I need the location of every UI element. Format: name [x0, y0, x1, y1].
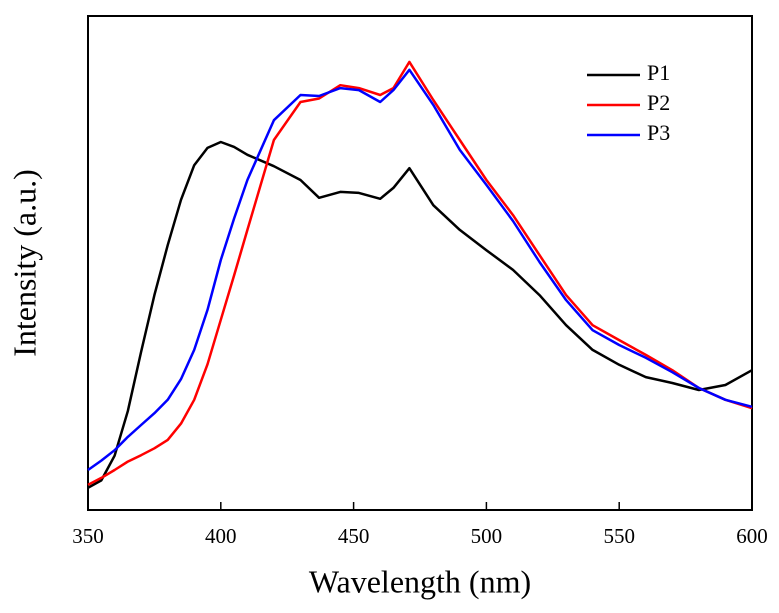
data-line — [87, 68, 753, 472]
y-axis-title: Intensity (a.u.) — [6, 169, 42, 357]
legend-label: P2 — [647, 90, 670, 115]
x-tick-label: 500 — [471, 524, 503, 548]
legend-label: P3 — [647, 120, 670, 145]
legend-label: P1 — [647, 60, 670, 85]
x-tick-label: 600 — [736, 524, 768, 548]
x-tick-label: 550 — [603, 524, 635, 548]
x-axis-title: Wavelength (nm) — [309, 563, 531, 599]
x-tick-label: 450 — [338, 524, 370, 548]
x-tick-label: 400 — [205, 524, 237, 548]
data-line — [87, 60, 753, 486]
x-tick-label: 350 — [72, 524, 104, 548]
plot-frame — [87, 15, 753, 511]
data-line — [87, 140, 753, 489]
